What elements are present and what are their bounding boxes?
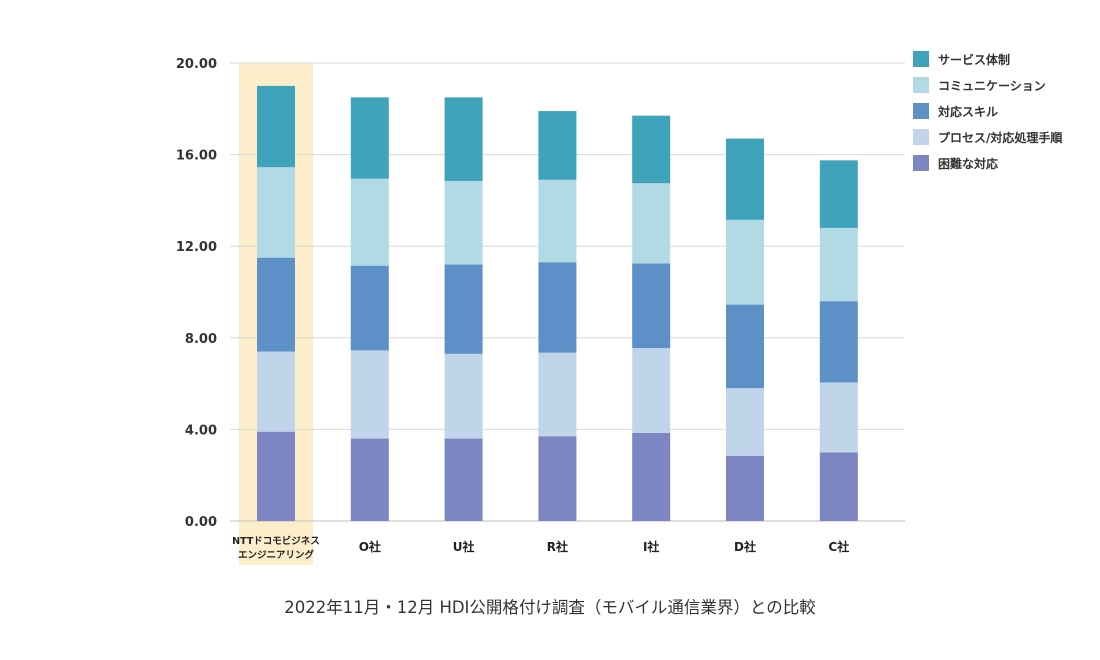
bar-segment [726,219,764,305]
bar-segment [350,350,389,439]
x-tick-label: O社 [359,539,381,554]
y-tick-label: 0.00 [185,515,217,530]
x-tick-label: I社 [643,539,659,554]
bar-segment [444,264,483,354]
legend-label: プロセス/対応処理手順 [938,130,1063,145]
legend-label: 困難な対応 [938,156,998,171]
y-tick-label: 12.00 [176,240,217,255]
bar-segment [819,301,858,383]
bar-segment [538,111,577,180]
y-tick-label: 16.00 [176,149,217,164]
x-tick-label: D社 [734,539,756,554]
bar-segment [257,85,295,168]
bar-segment [819,382,858,453]
bar-segment [257,351,295,432]
bar-segment [819,160,858,228]
bar-segment [350,438,389,521]
bar-segment [257,167,295,258]
legend-label: 対応スキル [937,104,998,119]
legend-swatch [913,155,929,171]
y-tick-label: 4.00 [185,423,217,438]
bar-segment [350,265,389,351]
bar-segment [257,257,295,352]
legend-swatch [913,77,929,93]
bar-segment [444,97,483,181]
chart-caption: 2022年11月・12月 HDI公開格付け調査（モバイル通信業界）との比較 [284,598,816,617]
legend-swatch [913,51,929,67]
x-tick-label: R社 [547,539,568,554]
bar-segment [632,348,671,433]
legend-swatch [913,103,929,119]
x-tick-label: C社 [828,539,849,554]
bar-segment [726,455,764,521]
legend-label: サービス体制 [938,52,1010,67]
bars [257,85,858,521]
bar-segment [819,452,858,521]
bar-segment [726,304,764,389]
bar-segment [726,138,764,220]
legend-swatch [913,129,929,145]
bar-segment [350,178,389,266]
bar-segment [819,227,858,302]
legend-label: コミュニケーション [938,79,1046,93]
bar-segment [632,115,671,184]
bar-segment [444,353,483,439]
bar-segment [632,432,671,521]
x-tick-label: NTTドコモビジネス [232,535,320,547]
y-axis-ticks: 0.00 4.00 8.00 12.00 16.00 20.00 [176,57,217,530]
x-tick-label: U社 [453,539,475,554]
stacked-bar-chart: 0.00 4.00 8.00 12.00 16.00 20.00 NTTドコモビジネスエン… [176,51,1063,565]
x-tick-label: エンジニアリング [238,549,315,561]
bar-segment [257,431,295,521]
bar-segment [538,352,577,437]
bar-segment [632,183,671,264]
bar-segment [538,262,577,353]
bar-segment [538,436,577,521]
bar-segment [726,388,764,456]
bar-segment [444,180,483,265]
bar-segment [444,438,483,521]
bar-segment [632,263,671,349]
bar-segment [538,179,577,263]
y-tick-label: 20.00 [176,57,217,72]
bar-segment [350,97,389,179]
y-tick-label: 8.00 [185,332,217,347]
